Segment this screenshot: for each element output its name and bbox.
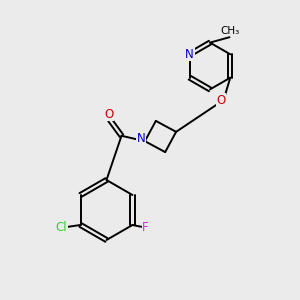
Text: O: O <box>104 108 113 121</box>
Text: O: O <box>217 94 226 107</box>
Text: CH₃: CH₃ <box>220 26 239 36</box>
Text: F: F <box>142 221 149 234</box>
Text: N: N <box>185 48 194 61</box>
Text: Cl: Cl <box>56 221 67 234</box>
Text: N: N <box>137 132 146 145</box>
